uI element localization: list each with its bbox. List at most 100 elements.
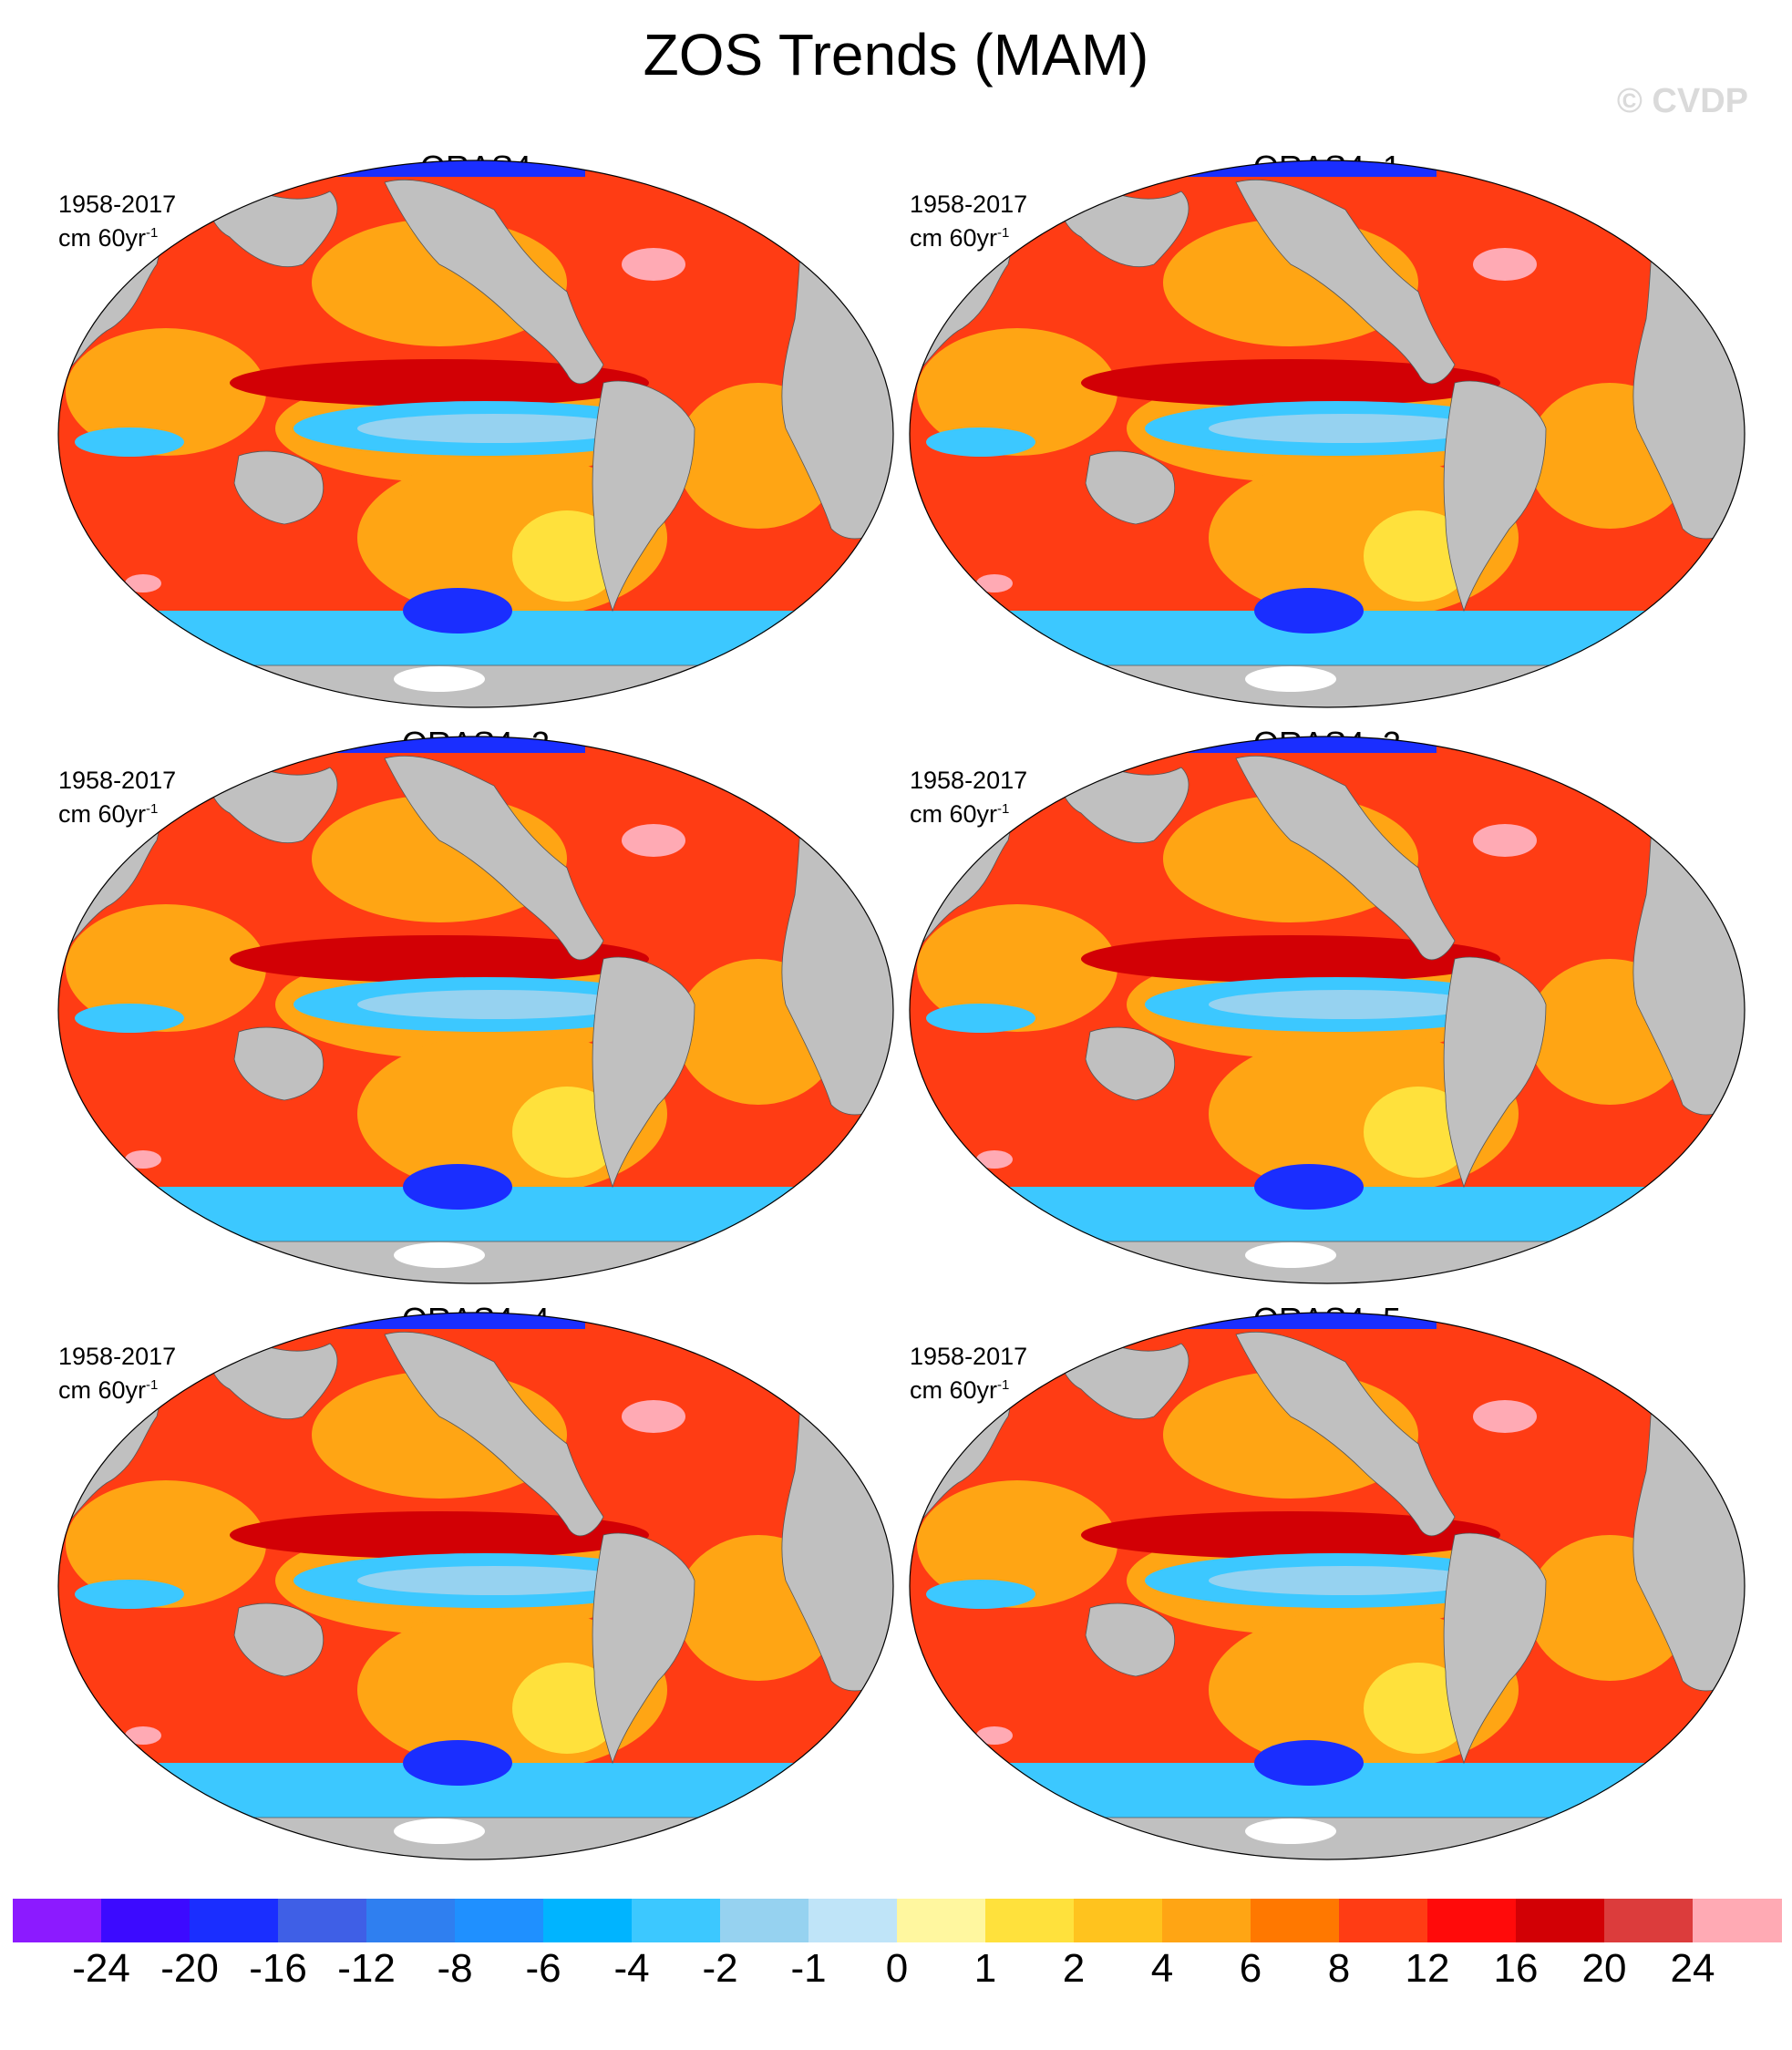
land-australia: [1085, 1602, 1175, 1677]
equatorial-red-band: [230, 359, 649, 407]
period-label: 1958-2017: [910, 191, 1028, 218]
equatorial-pale-band: [357, 1566, 631, 1595]
colorbar-tick-label: 12: [1405, 1946, 1450, 1991]
world-map: [909, 736, 1746, 1284]
colorbar-tick-label: 8: [1327, 1946, 1351, 1991]
panel-label: 1958-2017 cm 60yr-1: [910, 766, 1027, 829]
colorbar-box: [190, 1899, 279, 1942]
panel-label: 1958-2017 cm 60yr-1: [910, 190, 1027, 252]
colorbar-tick-label: -12: [337, 1946, 396, 1991]
colorbar-box: [278, 1899, 367, 1942]
map-panel-oras4-4: ORAS4_4 1958-2017 cm 60yr-1: [57, 1301, 895, 1865]
colorbar-tick-label: 20: [1581, 1946, 1627, 1991]
colorbar: [13, 1899, 1782, 1942]
colorbar-labels: -24 -20 -16 -12 -8 -6 -4 -2 -1 0 1 2 4 6 8 12 16 20 24: [0, 1946, 1792, 2001]
equatorial-red-band: [1081, 935, 1500, 983]
south-pacific-yellow: [1364, 1663, 1473, 1754]
panel-label: 1958-2017 cm 60yr-1: [58, 190, 176, 252]
colorbar-box: [1693, 1899, 1782, 1942]
land-north-america: [384, 179, 604, 385]
north-atlantic-hotspot: [1473, 824, 1537, 857]
antarctic-ice: [394, 1818, 485, 1844]
equatorial-pale-band: [1209, 990, 1482, 1019]
map-field: [58, 160, 893, 707]
land-north-america: [1235, 179, 1456, 385]
map-panel-oras4-1: ORAS4_1 1958-2017 cm 60yr-1: [908, 149, 1746, 713]
colorbar-box: [808, 1899, 898, 1942]
colorbar-box: [1251, 1899, 1340, 1942]
south-pacific-yellow: [512, 510, 622, 602]
southern-dark-patch: [403, 588, 512, 634]
world-map: [909, 1312, 1746, 1860]
antarctic-ice: [394, 1242, 485, 1268]
map-panel-oras4-2: ORAS4_2 1958-2017 cm 60yr-1: [57, 725, 895, 1289]
map-panel-oras4-3: ORAS4_3 1958-2017 cm 60yr-1: [908, 725, 1746, 1289]
north-atlantic-hotspot: [622, 1400, 685, 1433]
land-south-america: [592, 1532, 695, 1765]
north-atlantic-hotspot: [622, 248, 685, 281]
colorbar-box: [101, 1899, 191, 1942]
southern-dark-patch: [1254, 588, 1364, 634]
colorbar-box: [632, 1899, 721, 1942]
indian-ocean-field: [66, 1480, 266, 1608]
equatorial-red-band: [1081, 1511, 1500, 1559]
colorbar-box: [985, 1899, 1075, 1942]
colorbar-box: [455, 1899, 544, 1942]
world-map: [57, 736, 894, 1284]
period-label: 1958-2017: [58, 191, 177, 218]
land-south-america: [1443, 1532, 1547, 1765]
southern-hotspot: [976, 1726, 1013, 1745]
units-label: cm 60yr-1: [910, 1376, 1010, 1404]
land-south-america: [592, 380, 695, 613]
equatorial-pale-band: [1209, 1566, 1482, 1595]
land-australia: [233, 450, 324, 525]
period-label: 1958-2017: [910, 767, 1028, 794]
south-pacific-yellow: [1364, 510, 1473, 602]
north-atlantic-hotspot: [1473, 1400, 1537, 1433]
map-field: [910, 1313, 1745, 1859]
colorbar-box: [543, 1899, 633, 1942]
period-label: 1958-2017: [910, 1343, 1028, 1370]
units-label: cm 60yr-1: [58, 224, 159, 252]
colorbar-box: [897, 1899, 986, 1942]
indian-cold-patch: [926, 1580, 1035, 1609]
southern-dark-patch: [1254, 1164, 1364, 1210]
south-pacific-yellow: [1364, 1087, 1473, 1178]
units-label: cm 60yr-1: [910, 224, 1010, 252]
colorbar-box: [1339, 1899, 1428, 1942]
antarctic-ice: [394, 666, 485, 692]
map-panel-oras4: ORAS4 1958-2017 cm 60yr-1: [57, 149, 895, 713]
world-map: [909, 160, 1746, 708]
equatorial-pale-band: [357, 414, 631, 443]
indian-ocean-field: [66, 328, 266, 456]
colorbar-tick-label: 4: [1150, 1946, 1174, 1991]
north-atlantic-hotspot: [622, 824, 685, 857]
equatorial-pale-band: [1209, 414, 1482, 443]
colorbar-box: [1162, 1899, 1251, 1942]
colorbar-tick-label: 1: [973, 1946, 997, 1991]
indian-ocean-field: [66, 904, 266, 1032]
indian-cold-patch: [926, 428, 1035, 457]
colorbar-tick-label: -8: [437, 1946, 473, 1991]
colorbar-box: [720, 1899, 809, 1942]
southern-hotspot: [976, 574, 1013, 592]
colorbar-tick-label: -16: [249, 1946, 307, 1991]
colorbar-box: [366, 1899, 456, 1942]
figure-title: ZOS Trends (MAM): [643, 22, 1149, 88]
map-outline: [909, 1312, 1746, 1860]
panel-label: 1958-2017 cm 60yr-1: [58, 1342, 176, 1405]
indian-cold-patch: [926, 1004, 1035, 1033]
indian-cold-patch: [75, 1004, 184, 1033]
land-south-america: [1443, 380, 1547, 613]
land-australia: [233, 1602, 324, 1677]
world-map: [57, 1312, 894, 1860]
southern-dark-patch: [403, 1164, 512, 1210]
southern-hotspot: [125, 1726, 161, 1745]
map-field: [910, 737, 1745, 1283]
colorbar-tick-label: 6: [1239, 1946, 1262, 1991]
southern-hotspot: [125, 574, 161, 592]
colorbar-box: [1427, 1899, 1517, 1942]
antarctic-ice: [1245, 666, 1336, 692]
copyright-watermark: © CVDP: [1616, 82, 1748, 120]
land-south-america: [1443, 956, 1547, 1189]
